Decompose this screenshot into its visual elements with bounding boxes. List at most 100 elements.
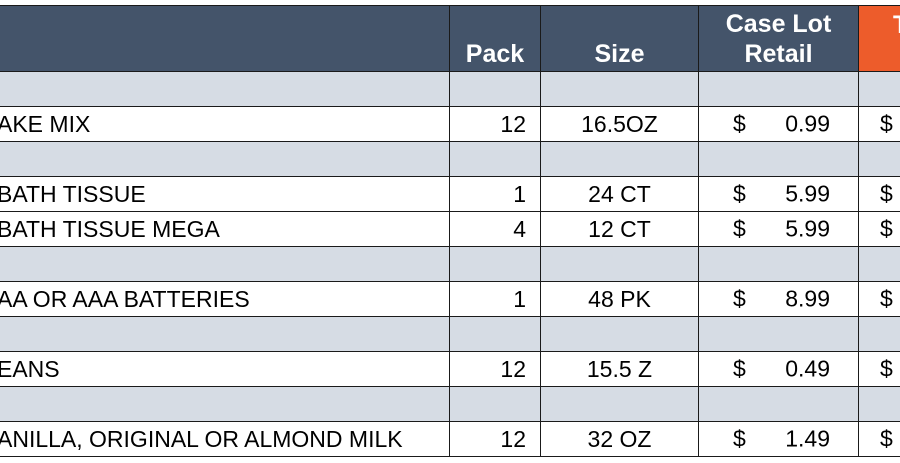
table-row[interactable]: EANS 12 15.5 Z $0.49 $ [0, 351, 900, 387]
pack-cell[interactable]: 12 [449, 106, 541, 142]
case-lot-retail-cell[interactable]: $0.49 [698, 351, 859, 387]
description-text: ANILLA, ORIGINAL OR ALMOND MILK [0, 425, 403, 452]
description-cell[interactable]: BATH TISSUE MEGA [0, 211, 450, 247]
currency-symbol: $ [733, 215, 746, 242]
table-cell[interactable] [449, 71, 541, 107]
table-cell[interactable] [698, 386, 859, 422]
description-cell[interactable]: AA OR AAA BATTERIES [0, 281, 450, 317]
header-size[interactable]: Size [540, 5, 699, 72]
table-cell[interactable] [698, 141, 859, 177]
currency-symbol: $ [733, 355, 746, 382]
next-column-cell[interactable]: $ [858, 106, 900, 142]
currency-symbol: $ [880, 355, 893, 382]
table-cell[interactable] [449, 246, 541, 282]
next-column-cell[interactable]: $ [858, 351, 900, 387]
next-column-cell[interactable]: $ [858, 211, 900, 247]
currency-symbol: $ [733, 285, 746, 312]
description-cell[interactable]: EANS [0, 351, 450, 387]
table-cell[interactable] [449, 386, 541, 422]
case-lot-retail-cell[interactable]: $8.99 [698, 281, 859, 317]
price-amount: 8.99 [785, 285, 830, 312]
pack-cell[interactable]: 12 [449, 351, 541, 387]
price-table: Pack Size Case Lot Retail T AKE MIX 12 1… [0, 5, 900, 457]
size-cell[interactable]: 48 PK [540, 281, 699, 317]
header-pack[interactable]: Pack [449, 5, 541, 72]
table-cell[interactable] [540, 316, 699, 352]
case-lot-retail-cell[interactable]: $5.99 [698, 211, 859, 247]
header-case-lot-retail[interactable]: Case Lot Retail [698, 5, 859, 72]
table-cell[interactable] [858, 386, 900, 422]
currency-symbol: $ [880, 180, 893, 207]
pack-cell[interactable]: 1 [449, 176, 541, 212]
size-cell[interactable]: 32 OZ [540, 421, 699, 457]
table-row[interactable]: AKE MIX 12 16.5OZ $0.99 $ [0, 106, 900, 142]
size-cell[interactable]: 12 CT [540, 211, 699, 247]
table-row[interactable]: BATH TISSUE 1 24 CT $5.99 $ [0, 176, 900, 212]
size-cell[interactable]: 16.5OZ [540, 106, 699, 142]
case-lot-retail-cell[interactable]: $1.49 [698, 421, 859, 457]
case-lot-retail-cell[interactable]: $0.99 [698, 106, 859, 142]
table-row[interactable] [0, 386, 900, 422]
table-cell[interactable] [858, 316, 900, 352]
header-case-lot-line1: Case Lot [725, 10, 832, 38]
description-text: BATH TISSUE MEGA [0, 215, 220, 242]
table-cell[interactable] [540, 386, 699, 422]
table-cell[interactable] [698, 316, 859, 352]
table-cell[interactable] [698, 246, 859, 282]
table-row[interactable] [0, 71, 900, 107]
description-cell[interactable]: BATH TISSUE [0, 176, 450, 212]
header-row: Pack Size Case Lot Retail T [0, 5, 900, 72]
table-cell[interactable] [698, 71, 859, 107]
description-cell[interactable]: ANILLA, ORIGINAL OR ALMOND MILK [0, 421, 450, 457]
price-amount: 0.49 [785, 355, 830, 382]
price-amount: 5.99 [785, 215, 830, 242]
currency-symbol: $ [880, 425, 893, 452]
currency-symbol: $ [880, 285, 893, 312]
table-cell[interactable] [0, 316, 450, 352]
currency-symbol: $ [733, 425, 746, 452]
table-row[interactable]: AA OR AAA BATTERIES 1 48 PK $8.99 $ [0, 281, 900, 317]
description-text: BATH TISSUE [0, 180, 146, 207]
price-amount: 1.49 [785, 425, 830, 452]
table-cell[interactable] [449, 316, 541, 352]
description-text: AA OR AAA BATTERIES [0, 285, 250, 312]
table-cell[interactable] [0, 71, 450, 107]
header-next-column[interactable]: T [858, 5, 900, 72]
currency-symbol: $ [733, 110, 746, 137]
currency-symbol: $ [880, 215, 893, 242]
next-column-cell[interactable]: $ [858, 176, 900, 212]
description-text: AKE MIX [0, 110, 91, 137]
description-text: EANS [0, 355, 60, 382]
currency-symbol: $ [880, 110, 893, 137]
currency-symbol: $ [733, 180, 746, 207]
size-cell[interactable]: 24 CT [540, 176, 699, 212]
header-description[interactable] [0, 5, 450, 72]
table-row[interactable] [0, 316, 900, 352]
table-cell[interactable] [0, 246, 450, 282]
case-lot-retail-cell[interactable]: $5.99 [698, 176, 859, 212]
table-cell[interactable] [449, 141, 541, 177]
next-column-cell[interactable]: $ [858, 281, 900, 317]
pack-cell[interactable]: 12 [449, 421, 541, 457]
pack-cell[interactable]: 4 [449, 211, 541, 247]
table-row[interactable]: ANILLA, ORIGINAL OR ALMOND MILK 12 32 OZ… [0, 421, 900, 457]
pack-cell[interactable]: 1 [449, 281, 541, 317]
header-case-lot-line2: Retail [744, 40, 813, 68]
next-column-cell[interactable]: $ [858, 421, 900, 457]
table-cell[interactable] [858, 71, 900, 107]
size-cell[interactable]: 15.5 Z [540, 351, 699, 387]
table-cell[interactable] [540, 246, 699, 282]
table-row[interactable] [0, 246, 900, 282]
table-cell[interactable] [540, 141, 699, 177]
table-row[interactable]: BATH TISSUE MEGA 4 12 CT $5.99 $ [0, 211, 900, 247]
table-row[interactable] [0, 141, 900, 177]
table-cell[interactable] [0, 386, 450, 422]
price-amount: 5.99 [785, 180, 830, 207]
table-cell[interactable] [858, 141, 900, 177]
description-cell[interactable]: AKE MIX [0, 106, 450, 142]
table-cell[interactable] [858, 246, 900, 282]
table-cell[interactable] [540, 71, 699, 107]
table-cell[interactable] [0, 141, 450, 177]
price-amount: 0.99 [785, 110, 830, 137]
